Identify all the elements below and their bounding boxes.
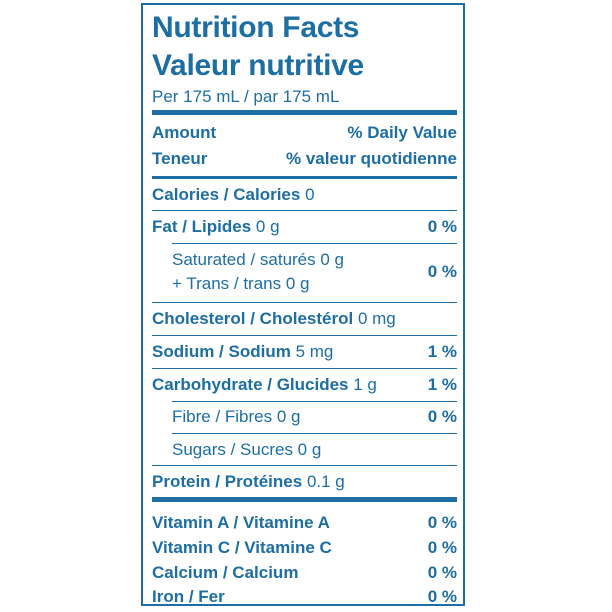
calories-amount: 0 <box>305 185 315 204</box>
vitamin-a-pct: 0 % <box>427 513 457 532</box>
divider-saturated <box>152 302 457 303</box>
iron-name: Iron / Fer <box>152 587 225 606</box>
header-divider <box>152 176 457 179</box>
divider-calories <box>152 210 457 211</box>
cholesterol-name: Cholesterol / Cholestérol <box>152 309 354 328</box>
nutrition-facts-content: Nutrition Facts Valeur nutritive Per 175… <box>152 5 457 606</box>
daily-value-heading-fr: % valeur quotidienne <box>286 149 457 168</box>
amount-heading-en: Amount <box>152 123 217 142</box>
divider-cholesterol <box>152 335 457 336</box>
amount-heading-fr: Teneur <box>152 149 208 168</box>
sugars-name: Sugars / Sucres 0 g <box>172 440 322 459</box>
sodium-pct: 1 % <box>427 342 457 361</box>
trans-line: + Trans / trans 0 g <box>172 274 310 293</box>
divider-fat <box>172 243 457 244</box>
vitamin-c-name: Vitamin C / Vitamine C <box>152 538 332 557</box>
divider-fibre <box>172 433 457 434</box>
saturated-line: Saturated / saturés 0 g <box>172 250 344 269</box>
serving-size: Per 175 mL / par 175 mL <box>152 87 340 106</box>
fat-name: Fat / Lipides <box>152 217 252 236</box>
cholesterol-amount: 0 mg <box>357 309 396 328</box>
title-english: Nutrition Facts <box>152 11 360 44</box>
sodium-name: Sodium / Sodium <box>152 342 291 361</box>
divider-sugars <box>152 465 457 466</box>
vitamin-c-pct: 0 % <box>427 538 457 557</box>
protein-amount: 0.1 g <box>306 472 345 491</box>
iron-pct: 0 % <box>427 587 457 606</box>
fat-pct: 0 % <box>427 217 457 236</box>
calcium-name: Calcium / Calcium <box>152 563 299 582</box>
daily-value-heading-en: % Daily Value <box>347 123 457 142</box>
calories-name: Calories / Calories <box>152 185 301 204</box>
fat-amount: 0 g <box>255 217 280 236</box>
divider-sodium <box>152 368 457 369</box>
fibre-pct: 0 % <box>427 407 457 426</box>
divider-carbohydrate <box>172 401 457 402</box>
carbohydrate-name: Carbohydrate / Glucides <box>152 375 349 394</box>
carbohydrate-pct: 1 % <box>427 375 457 394</box>
sodium-amount: 5 mg <box>295 342 334 361</box>
calcium-pct: 0 % <box>427 563 457 582</box>
thick-divider-vitamins <box>152 497 457 502</box>
fibre-name: Fibre / Fibres 0 g <box>172 407 301 426</box>
vitamin-a-name: Vitamin A / Vitamine A <box>152 513 330 532</box>
nutrition-facts-panel: Nutrition Facts Valeur nutritive Per 175… <box>141 3 465 606</box>
saturated-trans-row: Saturated / saturés 0 g + Trans / trans … <box>152 249 457 299</box>
saturated-trans-pct: 0 % <box>427 262 457 281</box>
thick-divider-top <box>152 110 457 115</box>
protein-name: Protein / Protéines <box>152 472 303 491</box>
carbohydrate-amount: 1 g <box>353 375 377 394</box>
title-french: Valeur nutritive <box>152 49 364 82</box>
